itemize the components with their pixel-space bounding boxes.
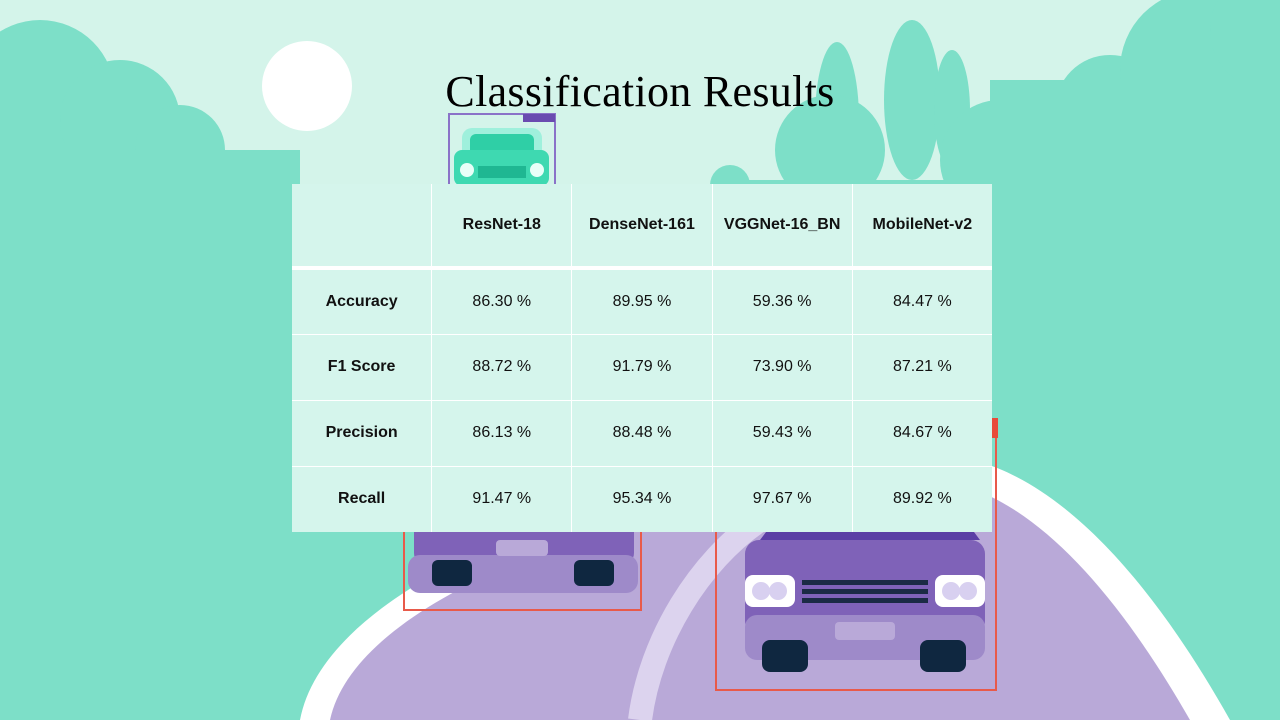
table-cell: 87.21 % (852, 333, 992, 400)
table-cell: 84.67 % (852, 399, 992, 466)
table-row: Recall 91.47 % 95.34 % 97.67 % 89.92 % (292, 465, 992, 532)
table-cell: 59.36 % (712, 268, 853, 334)
table-corner-cell (292, 184, 433, 270)
table-row: Precision 86.13 % 88.48 % 59.43 % 84.67 … (292, 399, 992, 466)
column-header-densenet161: DenseNet-161 (571, 184, 713, 270)
table-cell: 89.95 % (571, 268, 713, 334)
row-label: Recall (292, 465, 433, 532)
table-cell: 59.43 % (712, 399, 853, 466)
table-cell: 73.90 % (712, 333, 853, 400)
table-header-row: ResNet-18 DenseNet-161 VGGNet-16_BN Mobi… (292, 184, 992, 270)
sun-icon (262, 41, 352, 131)
column-header-resnet18: ResNet-18 (431, 184, 573, 270)
row-label: F1 Score (292, 333, 433, 400)
slide-title: Classification Results (445, 67, 835, 116)
table-row: F1 Score 88.72 % 91.79 % 73.90 % 87.21 % (292, 333, 992, 400)
column-header-mobilenetv2: MobileNet-v2 (852, 184, 992, 270)
table-cell: 88.48 % (571, 399, 713, 466)
table-cell: 88.72 % (431, 333, 573, 400)
table-cell: 91.47 % (431, 465, 573, 532)
row-label: Precision (292, 399, 433, 466)
table-row: Accuracy 86.30 % 89.95 % 59.36 % 84.47 % (292, 268, 992, 334)
table-cell: 89.92 % (852, 465, 992, 532)
results-table: ResNet-18 DenseNet-161 VGGNet-16_BN Mobi… (292, 184, 992, 532)
table-cell: 91.79 % (571, 333, 713, 400)
table-cell: 84.47 % (892, 292, 952, 310)
car-icon (448, 113, 556, 195)
table-cell: 95.34 % (571, 465, 713, 532)
table-cell: 97.67 % (712, 465, 853, 532)
table-cell: 86.30 % (431, 268, 573, 334)
column-header-vggnet16bn: VGGNet-16_BN (712, 184, 853, 270)
row-label: Accuracy (292, 268, 433, 334)
table-cell: 86.13 % (431, 399, 573, 466)
